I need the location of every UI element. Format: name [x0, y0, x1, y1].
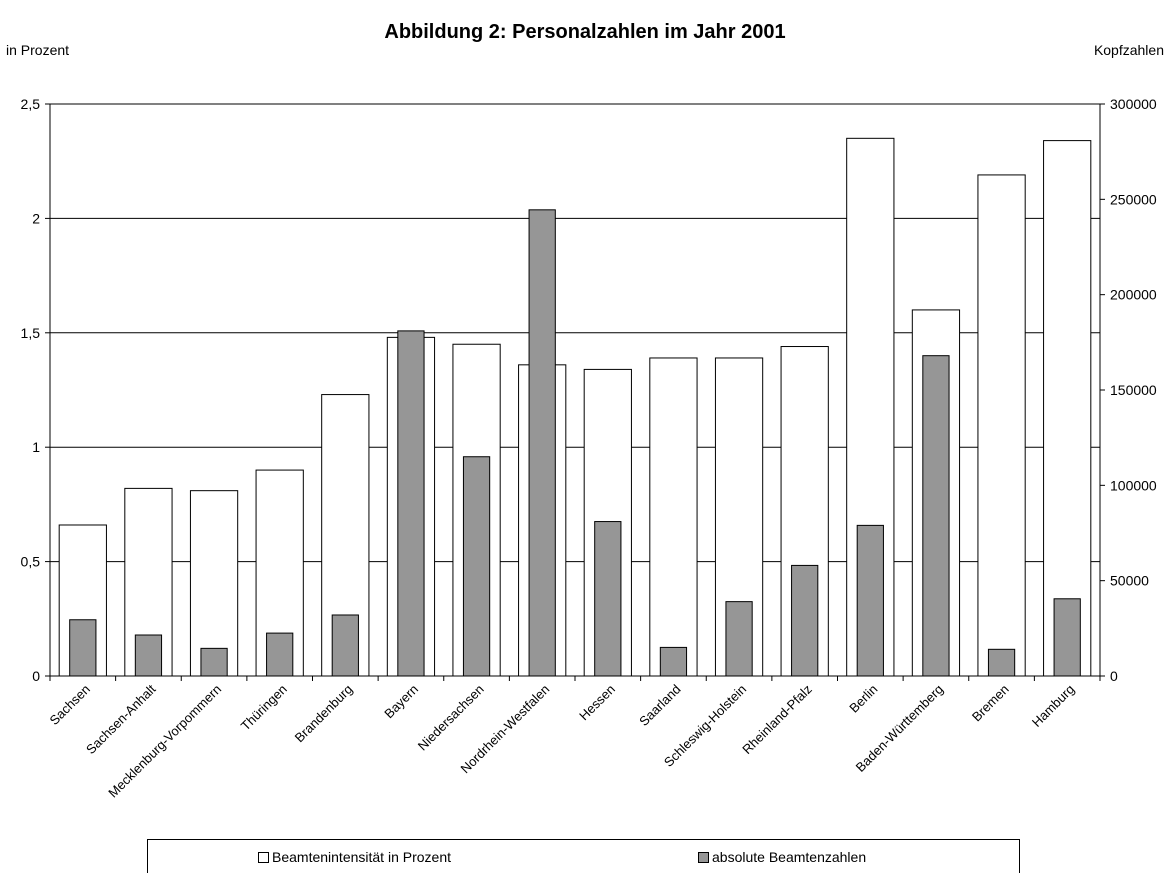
bar-absolute [987, 648, 1016, 677]
legend-item-absolute: absolute Beamtenzahlen [698, 849, 866, 865]
bar-absolute [1053, 598, 1081, 677]
category-label: Rheinland-Pfalz [739, 682, 815, 758]
bar-absolute [725, 601, 753, 677]
left-tick-label: 1,5 [21, 325, 41, 341]
category-label: Berlin [846, 682, 880, 716]
legend-label-intensity: Beamtenintensität in Prozent [272, 849, 451, 865]
chart-title: Abbildung 2: Personalzahlen im Jahr 2001 [384, 21, 785, 43]
category-label: Bremen [969, 682, 1012, 725]
legend: Beamtenintensität in Prozent absolute Be… [147, 839, 1020, 873]
category-label: Sachsen-Anhalt [83, 681, 159, 757]
right-tick-label: 150000 [1110, 382, 1157, 398]
legend-swatch-white [258, 851, 269, 863]
bar-intensity [189, 490, 239, 677]
bar-absolute [266, 632, 294, 677]
right-axis-label: Kopfzahlen [1094, 42, 1164, 58]
bar-absolute [856, 524, 884, 677]
right-tick-label: 100000 [1110, 477, 1157, 493]
bar-absolute [528, 209, 556, 677]
bar-absolute [200, 647, 228, 677]
bar-absolute [594, 521, 622, 677]
bar-intensity [1043, 140, 1092, 677]
right-tick-label: 200000 [1110, 287, 1157, 303]
category-label: Brandenburg [292, 682, 356, 746]
category-label: Mecklenburg-Vorpommern [105, 682, 224, 801]
bar-absolute [134, 634, 163, 677]
right-tick-label: 0 [1110, 668, 1118, 684]
axes [45, 103, 1105, 681]
legend-swatch-grey [698, 851, 709, 863]
left-tick-label: 0,5 [21, 554, 41, 570]
left-axis-label: in Prozent [6, 42, 69, 58]
category-label: Hamburg [1029, 682, 1077, 730]
left-tick-label: 2,5 [21, 96, 41, 112]
legend-label-absolute: absolute Beamtenzahlen [712, 849, 867, 865]
bar-absolute [659, 646, 688, 677]
category-label: Sachsen [47, 682, 93, 728]
bars [58, 137, 1092, 677]
left-tick-label: 0 [32, 668, 40, 684]
bar-intensity [649, 357, 698, 677]
bar-absolute [922, 355, 950, 677]
bar-absolute [397, 330, 425, 677]
bar-absolute [331, 614, 359, 677]
category-label: Hessen [576, 682, 618, 724]
left-tick-label: 1 [32, 439, 40, 455]
category-label: Bayern [381, 682, 421, 722]
bar-intensity [977, 174, 1026, 677]
legend-item-intensity: Beamtenintensität in Prozent [258, 849, 451, 865]
category-label: Saarland [636, 682, 683, 729]
bar-absolute [791, 564, 819, 677]
right-tick-label: 300000 [1110, 96, 1157, 112]
bar-absolute [69, 619, 97, 677]
bar-absolute [462, 456, 491, 677]
right-tick-label: 250000 [1110, 191, 1157, 207]
right-tick-label: 50000 [1110, 573, 1149, 589]
category-label: Thüringen [238, 682, 290, 734]
left-tick-label: 2 [32, 210, 40, 226]
category-label: Niedersachsen [415, 682, 487, 754]
